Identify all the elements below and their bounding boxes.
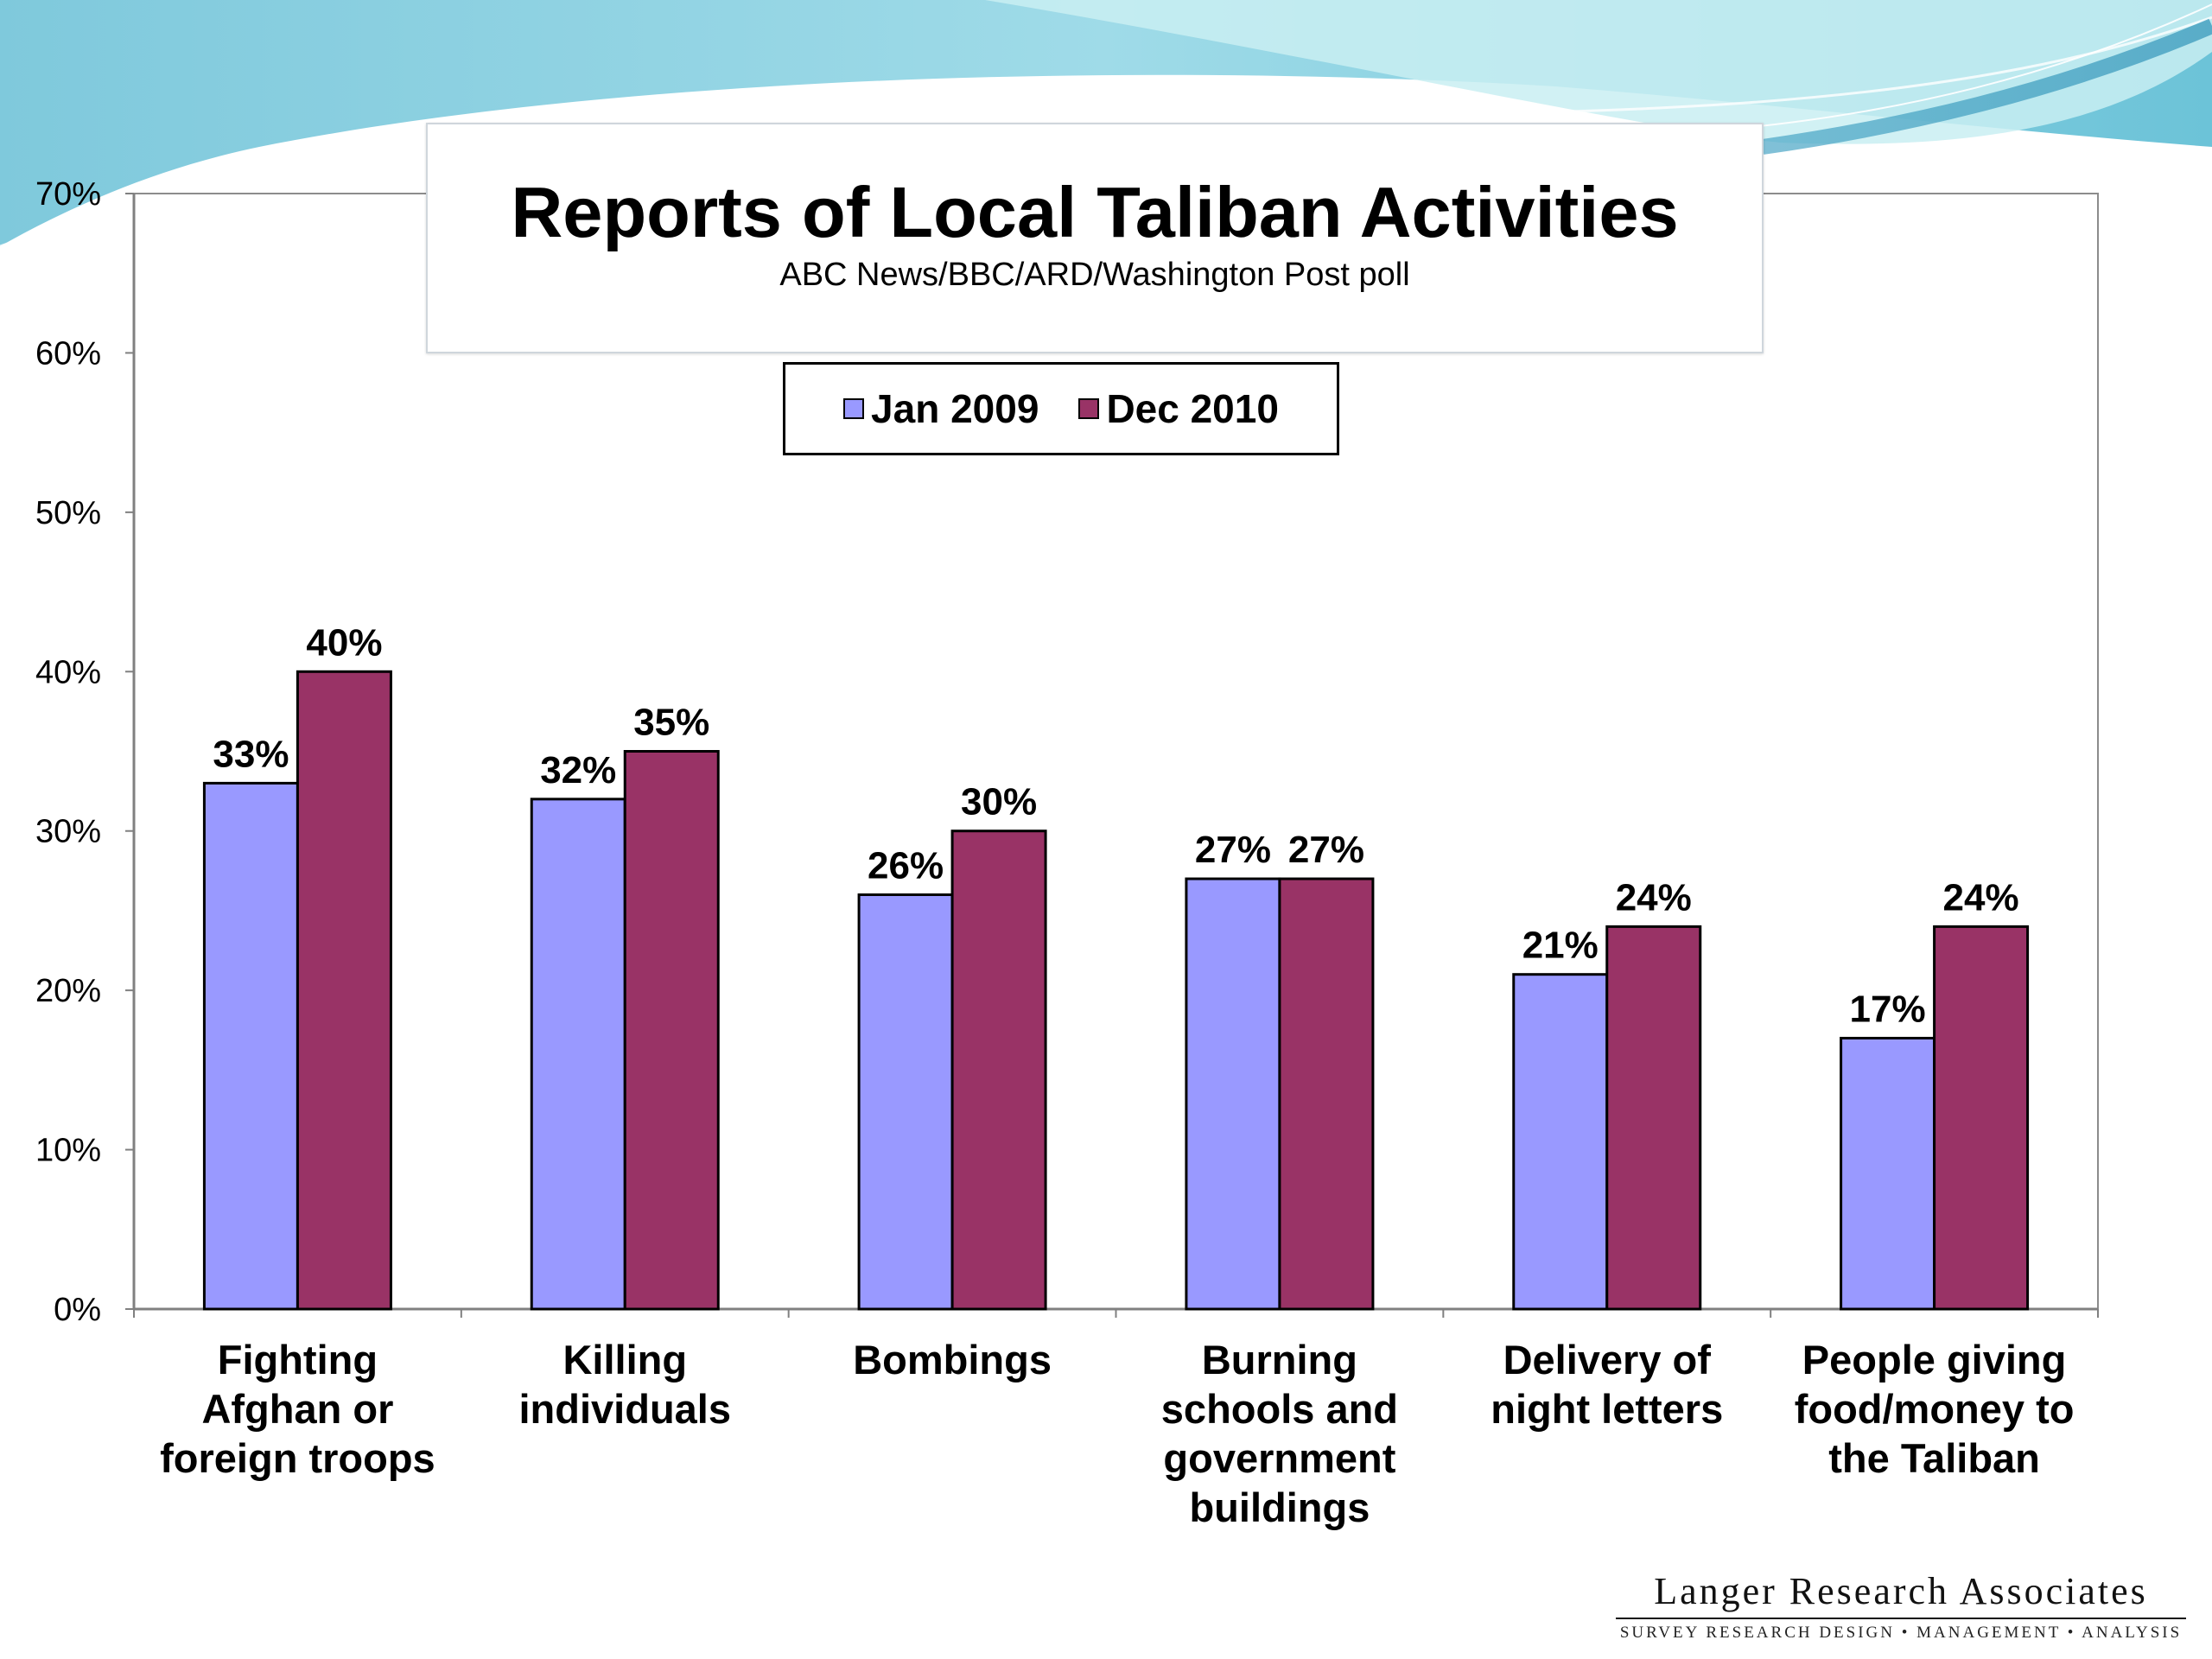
x-category-label-line: foreign troops (160, 1435, 435, 1481)
data-label: 24% (1943, 876, 2019, 918)
x-category-label: People giving food/money to the Taliban (1795, 1337, 2075, 1481)
plot-area-border (133, 193, 2099, 1310)
chart-axes: 0% 10% 20% 30% 40% 50% 60% 70% (35, 176, 2099, 1328)
x-category-label: Burning schools and government buildings (1161, 1337, 1398, 1530)
data-label: 35% (633, 702, 709, 744)
bar (296, 670, 392, 1311)
legend-item-jan-2009: Jan 2009 (843, 385, 1039, 432)
x-category-label-line: Delivery of (1503, 1337, 1712, 1382)
bar (202, 781, 299, 1311)
y-tick-label: 30% (35, 814, 101, 850)
bar (1840, 1036, 1936, 1311)
x-category-label-line: buildings (1189, 1484, 1370, 1530)
bar (1185, 877, 1281, 1311)
logo-company-name: Langer Research Associates (1654, 1570, 2148, 1612)
data-label: 24% (1616, 876, 1692, 918)
y-tick-label: 60% (35, 335, 101, 372)
legend-item-dec-2010: Dec 2010 (1078, 385, 1279, 432)
y-tick-label: 70% (35, 176, 101, 213)
x-category-label-line: People giving (1802, 1337, 2067, 1382)
y-tick-label: 50% (35, 495, 101, 531)
data-label: 21% (1522, 925, 1599, 967)
y-tick-label: 0% (54, 1292, 101, 1328)
chart-bars (202, 670, 2030, 1311)
x-category-label-line: the Taliban (1828, 1435, 2040, 1481)
header-swoosh-decoration (0, 0, 2212, 248)
bar (530, 798, 626, 1311)
legend-swatch-dec-2010 (1078, 398, 1100, 419)
data-label: 32% (540, 749, 616, 791)
data-label: 26% (868, 844, 944, 887)
company-logo: Langer Research Associates SURVEY RESEAR… (1607, 1573, 2195, 1650)
x-category-label-line: food/money to (1795, 1386, 2075, 1432)
x-category-label-line: Killing (563, 1337, 687, 1382)
bar (950, 830, 1047, 1311)
chart-legend: Jan 2009 Dec 2010 (783, 362, 1339, 455)
legend-label-dec-2010: Dec 2010 (1106, 386, 1279, 431)
logo-tagline: SURVEY RESEARCH DESIGN • MANAGEMENT • AN… (1619, 1624, 2183, 1642)
data-label: 40% (306, 621, 382, 664)
bar (857, 893, 954, 1311)
chart-title: Reports of Local Taliban Activities (511, 172, 1679, 252)
chart-value-labels: 33% 40% 32% 35% 26% 30% 27% 27% 21% 24% 17% 24% (213, 621, 2018, 1030)
chart-title-box: Reports of Local Taliban Activities ABC … (426, 123, 1764, 353)
legend-swatch-jan-2009 (843, 398, 865, 419)
legend-label-jan-2009: Jan 2009 (871, 386, 1039, 431)
x-category-label-line: Burning (1202, 1337, 1357, 1382)
x-category-label: Fighting Afghan or foreign troops (160, 1337, 435, 1481)
x-category-label-line: Afghan or (201, 1386, 393, 1432)
x-category-label-line: Fighting (218, 1337, 378, 1382)
bar (623, 750, 720, 1311)
x-category-label: Delivery of night letters (1491, 1337, 1723, 1432)
x-category-label-line: individuals (519, 1386, 732, 1432)
chart-subtitle: ABC News/BBC/ARD/Washington Post poll (779, 257, 1410, 293)
y-tick-label: 20% (35, 973, 101, 1009)
y-tick-label: 40% (35, 654, 101, 690)
x-category-label: Killing individuals (519, 1337, 732, 1432)
bar (1278, 877, 1375, 1311)
x-category-label: Bombings (853, 1337, 1052, 1382)
y-tick-label: 10% (35, 1133, 101, 1169)
x-category-label-line: Bombings (853, 1337, 1052, 1382)
data-label: 27% (1195, 829, 1271, 871)
x-category-label-line: night letters (1491, 1386, 1723, 1432)
bar (1605, 925, 1702, 1311)
data-label: 17% (1850, 988, 1926, 1030)
logo-divider (1616, 1618, 2186, 1619)
x-category-label-line: government (1163, 1435, 1395, 1481)
bar (1512, 973, 1609, 1311)
data-label: 33% (213, 733, 289, 775)
data-label: 27% (1288, 829, 1364, 871)
bar (1933, 925, 2030, 1311)
x-category-label-line: schools and (1161, 1386, 1398, 1432)
chart-category-labels: Fighting Afghan or foreign troops Killing in… (160, 1337, 2074, 1530)
data-label: 30% (961, 781, 1037, 823)
